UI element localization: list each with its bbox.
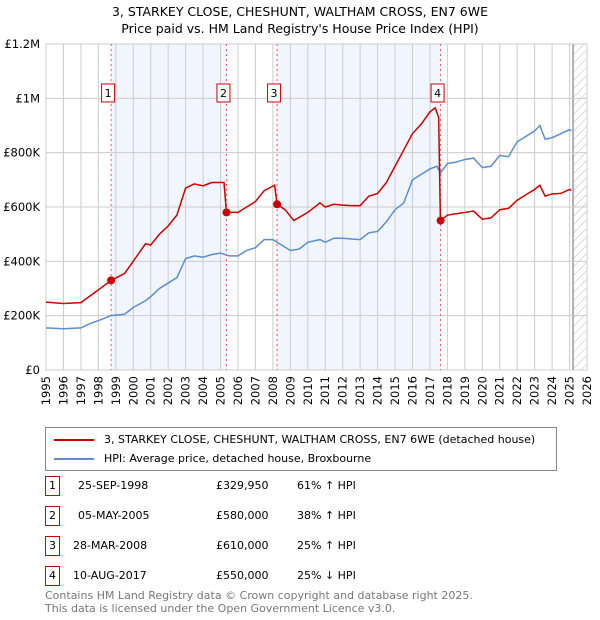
x-tick-label: 1995 [39, 376, 53, 405]
y-tick-label: £200K [3, 309, 40, 323]
sale-price: £610,000 [216, 539, 269, 552]
x-tick-label: 2020 [475, 376, 489, 405]
x-tick-label: 2018 [440, 376, 454, 405]
sale-point [273, 200, 282, 209]
footer-line-2: This data is licensed under the Open Gov… [45, 602, 396, 615]
y-tick-label: £1.2M [4, 37, 40, 51]
x-tick-label: 2004 [196, 376, 210, 405]
x-tick-label: 2021 [493, 376, 507, 405]
legend: 3, STARKEY CLOSE, CHESHUNT, WALTHAM CROS… [45, 427, 557, 471]
sale-label-box [216, 83, 231, 103]
x-tick-label: 2010 [301, 376, 315, 405]
y-tick-label: £1M [15, 91, 40, 105]
y-tick-label: £400K [3, 254, 40, 268]
x-tick-label: 2009 [283, 376, 297, 405]
sales-table-row: 3 28-MAR-2008 £610,000 25% ↑ HPI [45, 536, 445, 556]
chart-title: 3, STARKEY CLOSE, CHESHUNT, WALTHAM CROS… [111, 4, 488, 19]
y-tick-label: £800K [3, 146, 40, 160]
x-tick-label: 2017 [423, 376, 437, 405]
x-tick-label: 2015 [388, 376, 402, 405]
legend-label-property: 3, STARKEY CLOSE, CHESHUNT, WALTHAM CROS… [104, 433, 536, 446]
row-number: 3 [45, 536, 60, 556]
x-tick-label: 2007 [248, 376, 262, 405]
x-tick-label: 1999 [109, 376, 123, 405]
sales-table-row: 4 10-AUG-2017 £550,000 25% ↓ HPI [45, 566, 445, 586]
x-tick-label: 2001 [144, 376, 158, 405]
x-tick-label: 2002 [161, 376, 175, 405]
sale-point [436, 216, 445, 225]
sales-table-row: 2 05-MAY-2005 £580,000 38% ↑ HPI [45, 506, 445, 526]
x-tick-label: 2011 [318, 376, 332, 405]
x-tick-label: 2000 [126, 376, 140, 405]
sales-table-row: 1 25-SEP-1998 £329,950 61% ↑ HPI [45, 476, 445, 496]
sale-point [222, 208, 231, 217]
hpi-change: 25% ↑ HPI [297, 539, 356, 552]
series-line [45, 106, 572, 305]
sale-point [107, 276, 116, 285]
sale-label-3: 3 [271, 87, 278, 100]
plot-area: 1995 1996 1997 1998 1999 2000 2001 2002 2003 2004… [3, 37, 594, 405]
sale-date: 05-MAY-2005 [78, 509, 150, 522]
sale-label-4: 4 [434, 87, 441, 100]
sale-label-box [101, 83, 116, 103]
sale-date: 25-SEP-1998 [78, 479, 149, 492]
x-tick-label: 2006 [231, 376, 245, 405]
hpi-change: 61% ↑ HPI [297, 479, 356, 492]
x-tick-label: 2008 [266, 376, 280, 405]
sale-label-1: 1 [105, 87, 112, 100]
y-tick-label: £600K [3, 200, 40, 214]
chart-subtitle: Price paid vs. HM Land Registry's House … [121, 21, 479, 36]
sale-price: £550,000 [216, 569, 269, 582]
sale-price: £329,950 [216, 479, 269, 492]
x-tick-label: 2023 [528, 376, 542, 405]
x-tick-label: 1996 [56, 376, 70, 405]
legend-label-hpi: HPI: Average price, detached house, Brox… [104, 452, 372, 465]
x-tick-label: 2005 [214, 376, 228, 405]
y-tick-label: £0 [25, 363, 40, 377]
sale-label-box [267, 83, 282, 103]
sale-label-box [430, 83, 445, 103]
row-number: 2 [45, 506, 60, 526]
row-number: 1 [45, 476, 60, 496]
legend-red-line [54, 439, 94, 441]
x-tick-label: 2014 [371, 376, 385, 405]
x-tick-label: 2025 [563, 376, 577, 405]
x-tick-label: 2024 [545, 376, 559, 405]
sale-date: 10-AUG-2017 [73, 569, 147, 582]
sale-date: 28-MAR-2008 [73, 539, 148, 552]
hpi-change: 38% ↑ HPI [297, 509, 356, 522]
x-tick-label: 1998 [91, 376, 105, 405]
legend-blue-line [54, 458, 94, 460]
series-line [45, 124, 572, 330]
footer-line-1: Contains HM Land Registry data © Crown c… [45, 589, 473, 602]
sale-price: £580,000 [216, 509, 269, 522]
x-tick-label: 2016 [405, 376, 419, 405]
x-tick-label: 2022 [510, 376, 524, 405]
row-number: 4 [45, 566, 60, 586]
x-tick-label: 2019 [458, 376, 472, 405]
sale-label-2: 2 [220, 87, 227, 100]
x-tick-label: 1997 [74, 376, 88, 405]
plot-border [45, 43, 588, 371]
hpi-change: 25% ↓ HPI [297, 569, 356, 582]
x-tick-label: 2003 [179, 376, 193, 405]
x-tick-label: 2026 [580, 376, 594, 405]
x-tick-label: 2013 [353, 376, 367, 405]
x-tick-label: 2012 [336, 376, 350, 405]
